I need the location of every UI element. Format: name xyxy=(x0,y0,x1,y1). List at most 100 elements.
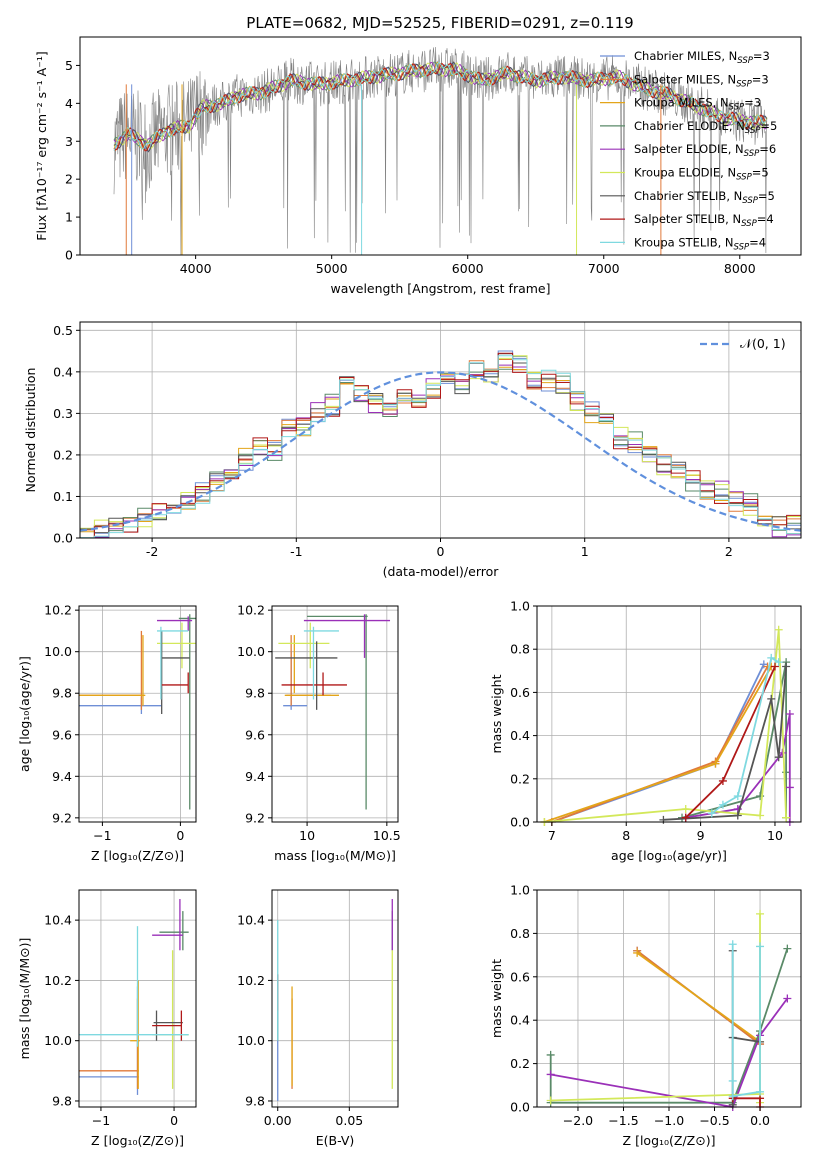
y-tick-label: 0.0 xyxy=(510,815,530,830)
y-tick-label: 9.6 xyxy=(52,727,72,742)
x-axis-label: mass [log₁₀(M/M⊙)] xyxy=(274,848,396,863)
mass-weight-marker xyxy=(711,759,720,768)
x-axis-label: age [log₁₀(age/yr)] xyxy=(611,848,727,863)
x-tick-label: −0.5 xyxy=(699,1113,729,1128)
mass-weight-line xyxy=(550,913,761,1103)
x-tick-label: 8000 xyxy=(724,261,756,276)
mass-weight-marker xyxy=(728,1076,737,1085)
mass-weight-marker xyxy=(733,811,742,820)
mass-weight-marker xyxy=(733,792,742,801)
axes-frame xyxy=(78,889,197,1108)
mass-weight-marker xyxy=(756,811,765,820)
x-tick-label: 7 xyxy=(548,828,556,843)
panel-mass_Z: −1 0 9.8 10.0 10.2 10.4 Z [log₁₀(Z/Z⊙)] mass [l… xyxy=(17,889,197,1148)
panel-mass_ebv: 0.00 0.05 9.8 10.0 10.2 10.4 E(B-V) xyxy=(237,889,399,1148)
legend-entry: Salpeter STELIB, NSSP=4 xyxy=(634,212,774,229)
legend-label-normal: 𝒩(0, 1) xyxy=(740,336,786,351)
legend-entry: Kroupa STELIB, NSSP=4 xyxy=(634,235,766,252)
panel-mw_Z: −2.0 −1.5 −1.0 −0.5 0.0 0.0 0.2 0.4 0.6 0.8 1.0 Z [… xyxy=(489,883,802,1148)
y-tick-label: 0.2 xyxy=(53,447,73,462)
x-tick-label: 2 xyxy=(725,544,733,559)
x-tick-label: 0 xyxy=(437,544,445,559)
panel-residuals: -2 -1 0 1 2 0.0 0.1 0.2 0.3 0.4 0.5 (data-model)/er… xyxy=(23,321,802,579)
y-axis-label: age [log₁₀(age/yr)] xyxy=(17,656,32,772)
y-tick-label: 9.2 xyxy=(245,810,265,825)
panel-age_Z: −1 0 9.2 9.4 9.6 9.8 10.0 10.2 Z [log₁₀(Z/Z⊙)] ag… xyxy=(17,603,197,863)
y-tick-label: 5 xyxy=(65,58,73,73)
legend-entry: Kroupa ELODIE, NSSP=5 xyxy=(634,166,769,183)
y-tick-label: 0.3 xyxy=(53,406,73,421)
mass-weight-marker xyxy=(783,994,792,1003)
y-tick-label: 0.8 xyxy=(510,926,530,941)
mass-weight-marker xyxy=(546,1050,555,1059)
mass-weight-marker xyxy=(785,783,794,792)
y-tick-label: 10.2 xyxy=(237,973,265,988)
mass-weight-line xyxy=(550,997,789,1109)
legend-entry: Salpeter MILES, NSSP=3 xyxy=(634,72,769,89)
mass-weight-marker xyxy=(770,662,779,671)
mass-weight-marker xyxy=(782,662,791,671)
x-tick-label: -2 xyxy=(146,544,158,559)
y-tick-label: 0.5 xyxy=(53,323,73,338)
x-axis-label: Z [log₁₀(Z/Z⊙)] xyxy=(91,848,184,863)
x-axis-label: (data-model)/error xyxy=(383,564,500,579)
y-tick-label: 9.4 xyxy=(52,769,72,784)
panel-age_mass: 10 10.5 9.2 9.4 9.6 9.8 10.0 10.2 mass [log₁₀(M/… xyxy=(237,603,401,863)
mass-weight-marker xyxy=(659,815,668,824)
mass-weight-marker xyxy=(633,948,642,957)
legend-entry: Chabrier STELIB, NSSP=5 xyxy=(634,189,775,206)
x-tick-label: 9 xyxy=(697,828,705,843)
y-tick-label: 1.0 xyxy=(510,883,530,898)
mass-weight-line xyxy=(685,713,791,822)
axes-frame xyxy=(536,605,802,823)
model-spectrum-line xyxy=(113,61,768,151)
x-tick-label: 6000 xyxy=(452,261,484,276)
axes-frame xyxy=(79,36,802,256)
mass-weight-marker xyxy=(681,805,690,814)
y-tick-label: 0.0 xyxy=(53,531,73,546)
mass-weight-marker xyxy=(756,942,765,951)
y-tick-label: 0 xyxy=(65,248,73,263)
mass-weight-marker xyxy=(767,694,776,703)
y-tick-label: 0.4 xyxy=(53,364,73,379)
x-tick-label: 0 xyxy=(170,1113,178,1128)
y-axis-label: Normed distribution xyxy=(23,368,38,493)
mass-weight-line xyxy=(681,662,787,819)
y-tick-label: 0.8 xyxy=(510,642,530,657)
mass-weight-marker xyxy=(718,776,727,785)
mass-weight-line xyxy=(636,952,761,1043)
model-spectrum-line xyxy=(113,61,768,153)
x-tick-label: −1.0 xyxy=(654,1113,684,1128)
y-tick-label: 1 xyxy=(65,210,73,225)
x-tick-label: −2.0 xyxy=(563,1113,593,1128)
y-tick-label: 10.2 xyxy=(44,603,72,618)
mass-weight-marker xyxy=(783,944,792,953)
x-tick-label: 0 xyxy=(176,828,184,843)
legend-entry: Salpeter ELODIE, NSSP=6 xyxy=(634,142,776,159)
residual-histograms xyxy=(80,350,801,538)
observed-spectrum-line xyxy=(113,46,768,255)
mass-weight-line xyxy=(732,1097,761,1107)
y-tick-label: 9.8 xyxy=(245,686,265,701)
y-tick-label: 2 xyxy=(65,172,73,187)
y-axis-label: mass [log₁₀(M/M⊙)] xyxy=(17,938,32,1060)
x-tick-label: 8 xyxy=(622,828,630,843)
legend-entry: Chabrier MILES, NSSP=3 xyxy=(634,49,770,66)
mass-weight-line xyxy=(731,950,761,1105)
x-tick-label: -1 xyxy=(290,544,302,559)
y-tick-label: 0.4 xyxy=(510,1013,530,1028)
y-tick-label: 9.6 xyxy=(245,727,265,742)
x-tick-label: 10 xyxy=(767,828,783,843)
mass-weight-marker xyxy=(728,940,737,949)
x-tick-label: 10.5 xyxy=(373,828,401,843)
y-axis-label: mass weight xyxy=(489,674,504,753)
mass-weight-marker xyxy=(774,625,783,634)
y-tick-label: 10.4 xyxy=(237,913,265,928)
x-tick-label: 1 xyxy=(581,544,589,559)
x-tick-label: 0.00 xyxy=(264,1113,292,1128)
y-tick-label: 0.4 xyxy=(510,728,530,743)
x-axis-label: Z [log₁₀(Z/Z⊙)] xyxy=(91,1133,184,1148)
mass-weight-marker xyxy=(546,1096,555,1105)
y-tick-label: 10.2 xyxy=(44,973,72,988)
